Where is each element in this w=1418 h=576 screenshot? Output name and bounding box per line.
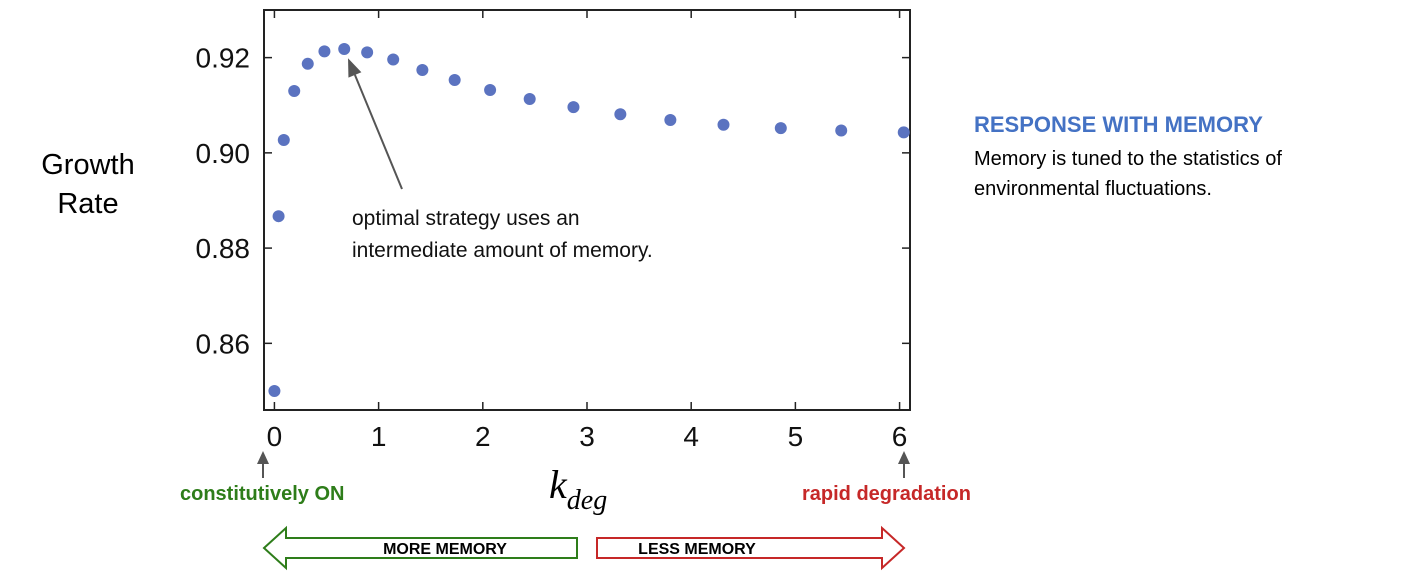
y-axis-label-line1: Growth <box>41 149 134 181</box>
data-point <box>567 101 580 114</box>
right-up-arrow <box>898 451 910 478</box>
less-memory-arrow: LESS MEMORY <box>596 525 906 571</box>
left-up-arrow <box>257 451 269 478</box>
more-memory-label: MORE MEMORY <box>383 541 507 558</box>
data-point <box>897 126 910 139</box>
side-panel-title: RESPONSE WITH MEMORY <box>974 112 1263 137</box>
annotation-arrow <box>353 74 403 190</box>
rapid-degradation-label: rapid degradation <box>802 483 971 505</box>
data-point <box>484 84 497 96</box>
x-tick-label: 4 <box>683 421 699 452</box>
side-panel-body: Memory is tuned to the statistics of env… <box>974 148 1282 200</box>
y-tick-label: 0.92 <box>196 43 251 74</box>
data-point <box>523 93 536 106</box>
data-point <box>835 124 848 137</box>
x-axis-label: kdeg <box>549 462 607 516</box>
data-point <box>338 43 351 56</box>
y-tick-label: 0.88 <box>196 233 251 264</box>
x-axis-label-subscript: deg <box>567 485 607 516</box>
data-point <box>272 210 285 223</box>
y-tick-label: 0.86 <box>196 328 251 359</box>
x-tick-label: 5 <box>788 421 804 452</box>
data-point <box>361 46 374 59</box>
data-point <box>774 122 787 135</box>
x-axis-label-main: k <box>549 462 568 507</box>
x-tick-label: 3 <box>579 421 595 452</box>
x-tick-label: 2 <box>475 421 491 452</box>
data-point <box>717 118 730 131</box>
data-point <box>387 53 400 66</box>
data-point <box>318 45 331 58</box>
more-memory-arrow: MORE MEMORY <box>262 525 578 571</box>
x-tick-label: 1 <box>371 421 387 452</box>
annotation-arrowhead <box>348 58 362 78</box>
data-points <box>268 43 910 397</box>
data-point <box>277 134 290 146</box>
data-point <box>664 114 677 126</box>
data-point <box>288 84 301 97</box>
x-tick-label: 0 <box>267 421 283 452</box>
data-point <box>614 108 627 121</box>
x-axis-ticks: 0 1 2 3 4 5 6 <box>267 10 908 452</box>
y-tick-label: 0.90 <box>196 138 251 169</box>
y-axis-label-line2: Rate <box>57 188 118 220</box>
data-point <box>416 64 429 76</box>
y-axis-ticks: 0.86 0.88 0.90 0.92 <box>196 43 910 359</box>
less-memory-label: LESS MEMORY <box>638 541 756 558</box>
x-tick-label: 6 <box>892 421 908 452</box>
annotation-line2: intermediate amount of memory. <box>352 239 653 262</box>
data-point <box>448 74 461 86</box>
data-point <box>268 384 281 397</box>
data-point <box>301 57 314 70</box>
annotation-line1: optimal strategy uses an <box>352 207 580 230</box>
constitutively-on-label: constitutively ON <box>180 483 344 505</box>
